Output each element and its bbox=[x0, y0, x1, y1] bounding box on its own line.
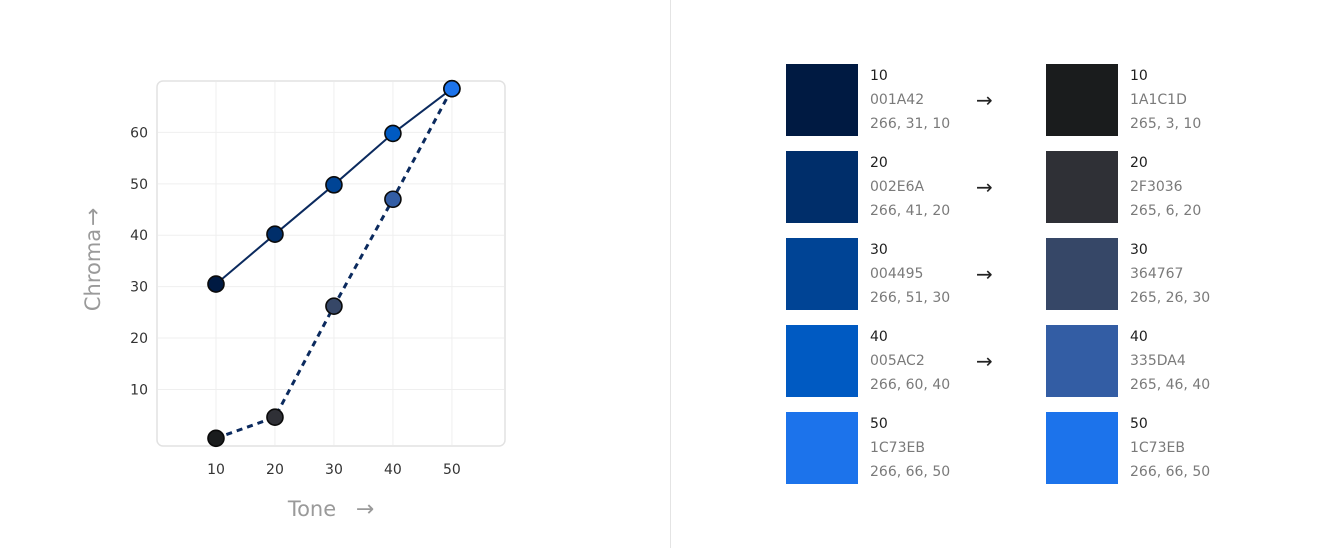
left-swatch-info: 40 005AC2 266, 60, 40 bbox=[870, 325, 950, 397]
swatch-tone: 50 bbox=[870, 416, 888, 432]
swatch-hex: 364767 bbox=[1130, 266, 1184, 282]
swatch-hct: 266, 66, 50 bbox=[870, 464, 951, 480]
palette-row: 10 001A42 266, 31, 10 10 1A1C1D 265, 3, 10 → bbox=[0, 64, 1340, 136]
swatch-hct: 265, 46, 40 bbox=[1130, 377, 1211, 393]
tick-labels: 10 20 30 40 50 10 20 30 40 50 60 bbox=[130, 125, 461, 478]
row-arrow-icon: → bbox=[976, 88, 993, 112]
right-swatch bbox=[1046, 325, 1118, 397]
swatch-hex: 1A1C1D bbox=[1130, 92, 1187, 108]
x-axis-title: Tone bbox=[287, 497, 336, 521]
y-axis-title: Chroma bbox=[81, 229, 105, 311]
right-swatch bbox=[1046, 151, 1118, 223]
left-swatch bbox=[786, 64, 858, 136]
x-tick-label: 40 bbox=[384, 462, 402, 478]
swatch-hex: 002E6A bbox=[870, 179, 925, 195]
data-point bbox=[443, 79, 461, 98]
chroma-tone-chart: 10 20 30 40 50 10 20 30 40 50 60 Tone → Chroma → bbox=[81, 79, 506, 522]
left-swatch bbox=[786, 238, 858, 310]
swatch-hex: 2F3036 bbox=[1130, 179, 1183, 195]
palette-row: 20 002E6A 266, 41, 20 20 2F3036 265, 6, 20 → bbox=[0, 151, 1340, 223]
swatch-hct: 265, 3, 10 bbox=[1130, 116, 1202, 132]
left-swatch-info: 30 004495 266, 51, 30 bbox=[870, 238, 950, 310]
right-swatch-info: 50 1C73EB 266, 66, 50 bbox=[1130, 412, 1210, 484]
panel-divider bbox=[670, 0, 671, 548]
plot-frame bbox=[156, 80, 506, 447]
swatch-hct: 266, 66, 50 bbox=[1130, 464, 1211, 480]
right-swatch-info: 10 1A1C1D 265, 3, 10 bbox=[1130, 64, 1201, 136]
swatch-tone: 20 bbox=[1130, 155, 1148, 171]
right-swatch-info: 20 2F3036 265, 6, 20 bbox=[1130, 151, 1201, 223]
palette-row: 40 005AC2 266, 60, 40 40 335DA4 265, 46, 40 → bbox=[0, 325, 1340, 397]
y-tick-label: 40 bbox=[130, 228, 148, 244]
data-point bbox=[266, 408, 284, 427]
swatch-hct: 266, 31, 10 bbox=[870, 116, 951, 132]
data-point bbox=[207, 429, 225, 448]
swatch-hct: 265, 26, 30 bbox=[1130, 290, 1211, 306]
swatch-hct: 266, 51, 30 bbox=[870, 290, 951, 306]
swatch-tone: 40 bbox=[870, 329, 888, 345]
swatch-hex: 001A42 bbox=[870, 92, 925, 108]
left-swatch bbox=[786, 412, 858, 484]
right-swatch-info: 40 335DA4 265, 46, 40 bbox=[1130, 325, 1210, 397]
x-tick-label: 50 bbox=[443, 462, 461, 478]
left-swatch-info: 20 002E6A 266, 41, 20 bbox=[870, 151, 950, 223]
swatch-hex: 005AC2 bbox=[870, 353, 925, 369]
swatch-tone: 40 bbox=[1130, 329, 1148, 345]
swatch-hex: 004495 bbox=[870, 266, 924, 282]
data-point bbox=[384, 190, 402, 209]
palette-row: 50 1C73EB 266, 66, 50 50 1C73EB 266, 66, 50 bbox=[0, 412, 1340, 484]
swatch-tone: 10 bbox=[870, 68, 888, 84]
data-point bbox=[207, 275, 225, 293]
right-swatch bbox=[1046, 64, 1118, 136]
y-tick-label: 10 bbox=[130, 382, 148, 398]
y-tick-label: 60 bbox=[130, 125, 148, 141]
left-swatch-info: 10 001A42 266, 31, 10 bbox=[870, 64, 950, 136]
row-arrow-icon: → bbox=[976, 349, 993, 373]
y-tick-label: 30 bbox=[130, 280, 148, 296]
y-axis-arrow-icon: → bbox=[81, 208, 106, 226]
data-point bbox=[266, 225, 284, 243]
swatch-tone: 50 bbox=[1130, 416, 1148, 432]
swatch-hex: 1C73EB bbox=[870, 440, 925, 456]
swatch-tone: 20 bbox=[870, 155, 888, 171]
right-swatch bbox=[1046, 238, 1118, 310]
row-arrow-icon: → bbox=[976, 175, 993, 199]
data-points bbox=[207, 79, 461, 448]
swatch-hex: 335DA4 bbox=[1130, 353, 1186, 369]
x-tick-label: 30 bbox=[325, 462, 343, 478]
swatch-hct: 265, 6, 20 bbox=[1130, 203, 1202, 219]
data-point bbox=[325, 176, 343, 194]
y-tick-label: 50 bbox=[130, 177, 148, 193]
swatch-hex: 1C73EB bbox=[1130, 440, 1185, 456]
right-swatch bbox=[1046, 412, 1118, 484]
palette-row: 30 004495 266, 51, 30 30 364767 265, 26, 30 → bbox=[0, 238, 1340, 310]
data-point bbox=[384, 124, 402, 143]
swatch-hct: 266, 60, 40 bbox=[870, 377, 951, 393]
left-swatch bbox=[786, 151, 858, 223]
x-axis-arrow-icon: → bbox=[356, 497, 374, 522]
row-arrow-icon: → bbox=[976, 262, 993, 286]
swatch-tone: 30 bbox=[1130, 242, 1148, 258]
left-swatch-info: 50 1C73EB 266, 66, 50 bbox=[870, 412, 950, 484]
x-tick-label: 10 bbox=[207, 462, 225, 478]
swatch-hct: 266, 41, 20 bbox=[870, 203, 951, 219]
swatch-tone: 30 bbox=[870, 242, 888, 258]
data-point bbox=[325, 297, 343, 315]
right-swatch-info: 30 364767 265, 26, 30 bbox=[1130, 238, 1210, 310]
left-swatch bbox=[786, 325, 858, 397]
swatch-tone: 10 bbox=[1130, 68, 1148, 84]
x-tick-label: 20 bbox=[266, 462, 284, 478]
y-tick-label: 20 bbox=[130, 331, 148, 347]
